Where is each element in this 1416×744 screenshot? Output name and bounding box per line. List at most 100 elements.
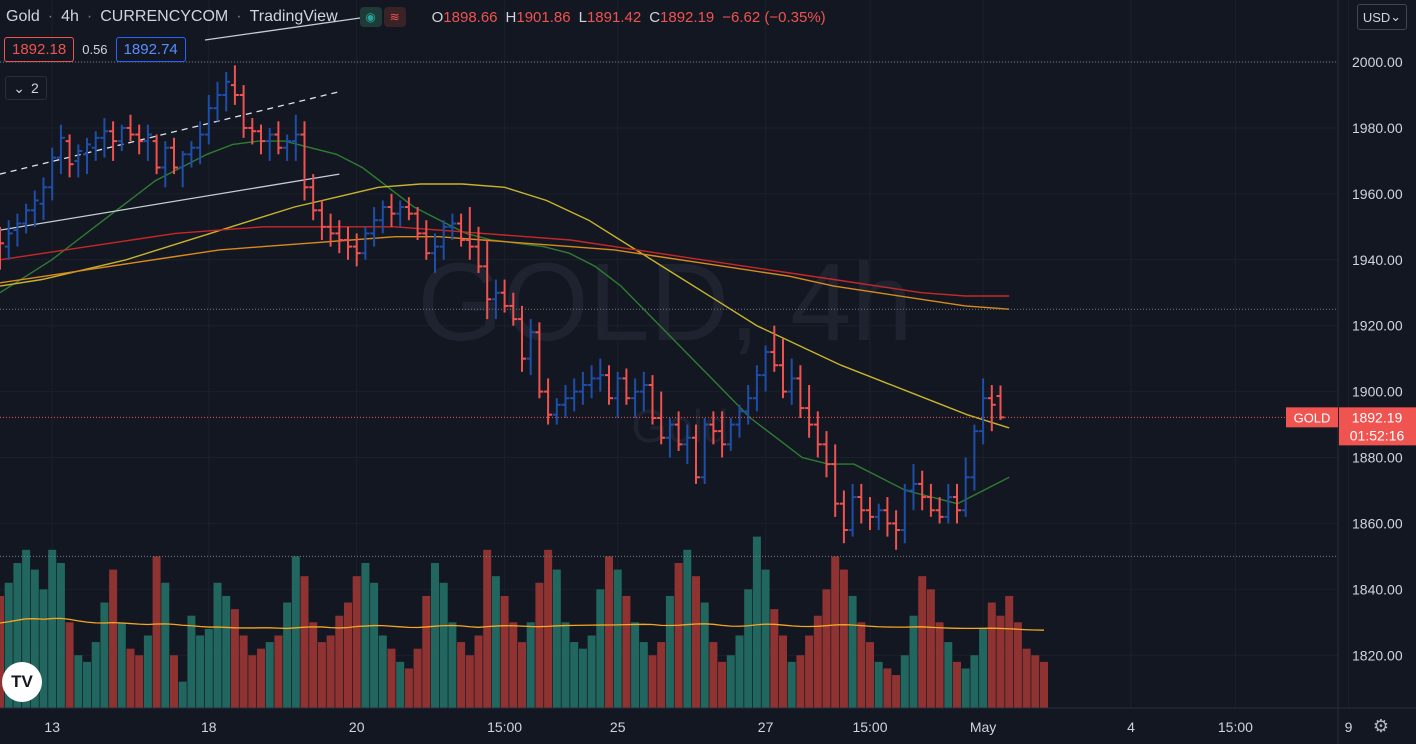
market-open-icon[interactable]: ◉ xyxy=(359,7,382,27)
bar-countdown: 01:52:16 xyxy=(1350,427,1405,443)
volume-bar xyxy=(439,582,448,708)
market-status[interactable]: ◉ ≋ xyxy=(359,7,406,27)
indicators-toggle-button[interactable]: ⌄ 2 xyxy=(5,76,47,100)
volume-bar xyxy=(152,556,161,708)
ma-line xyxy=(0,235,1010,310)
ohlc-bar xyxy=(787,358,796,405)
ohlc-bar xyxy=(570,378,579,412)
volume-bar xyxy=(700,602,709,708)
ohlc-bar xyxy=(13,213,22,247)
volume-bar xyxy=(431,562,439,708)
volume-bar xyxy=(953,661,961,708)
ohlc-bar xyxy=(639,371,648,412)
volume-bar xyxy=(509,622,518,708)
high-value: 1901.86 xyxy=(516,8,571,26)
sell-button[interactable]: 1892.18 xyxy=(4,37,75,62)
volume-bar xyxy=(222,595,231,708)
ohlc-bar xyxy=(370,207,379,247)
time-tick-label: 15:00 xyxy=(487,719,522,735)
ohlc-bar xyxy=(683,424,692,465)
price-axis[interactable]: 1820.00 1840.00 1860.00 1880.00 1900.00 1920.… xyxy=(1337,0,1403,744)
time-axis[interactable]: 13 18 20 15:00 25 27 15:00 May 4 15:00 9 xyxy=(0,707,1416,735)
ohlc-bar xyxy=(578,371,587,405)
ohlc-bar xyxy=(178,151,187,188)
volume-ma-line xyxy=(0,617,1045,631)
ohlc-bar xyxy=(83,137,91,175)
open-value: 1898.66 xyxy=(443,8,498,26)
volume-bar xyxy=(631,622,640,708)
ohlc-bar xyxy=(926,483,935,517)
volume-bar xyxy=(657,642,666,708)
interval-label[interactable]: 4h xyxy=(61,8,79,25)
volume-bar xyxy=(161,582,170,708)
volume-bar xyxy=(326,635,335,708)
volume-bar xyxy=(874,661,883,708)
ohlc-bar xyxy=(283,134,292,161)
volume-bar xyxy=(378,635,387,708)
gear-icon[interactable]: ⚙ xyxy=(1372,716,1390,736)
ohlc-bar xyxy=(535,322,544,399)
volume-bar xyxy=(570,642,579,708)
price-tick-label: 1980.00 xyxy=(1352,120,1403,136)
ohlc-bar xyxy=(317,200,326,240)
ohlc-bar xyxy=(857,483,866,524)
volume-bar xyxy=(178,681,187,708)
ohlc-bar xyxy=(474,226,483,273)
ohlc-bar xyxy=(953,483,961,524)
ohlc-bar xyxy=(109,121,118,161)
price-tick-label: 1840.00 xyxy=(1352,581,1403,597)
ohlc-bar xyxy=(709,411,718,445)
time-tick-label: 9 xyxy=(1345,719,1353,735)
exchange-label: CURRENCYCOM xyxy=(100,8,229,25)
volume-bar xyxy=(500,595,509,708)
ohlc-bar xyxy=(170,137,178,175)
ohlc-bar xyxy=(4,220,13,260)
buy-button[interactable]: 1892.74 xyxy=(115,37,186,62)
volume-bar xyxy=(605,556,613,708)
volume-bar xyxy=(709,642,718,708)
volume-bar xyxy=(900,655,909,708)
volume-bar xyxy=(283,602,292,708)
volume-bar xyxy=(48,549,57,708)
ohlc-bar xyxy=(135,124,144,155)
ohlc-bar xyxy=(257,124,265,155)
volume-bar xyxy=(578,648,587,708)
ohlc-bar xyxy=(335,220,344,254)
delayed-data-icon[interactable]: ≋ xyxy=(383,7,406,27)
ohlc-bar xyxy=(831,444,840,517)
volume-bar xyxy=(39,589,48,708)
tradingview-logo-icon[interactable]: TV xyxy=(2,662,42,702)
ma-line xyxy=(0,183,1010,429)
volume-bar xyxy=(987,602,996,708)
ohlc-bar xyxy=(344,226,352,260)
ohlc-bar xyxy=(631,378,640,418)
source-label: TradingView xyxy=(249,8,338,25)
currency-select[interactable]: USD ⌄ xyxy=(1357,4,1407,30)
volume-bar xyxy=(422,595,431,708)
price-tick-label: 1860.00 xyxy=(1352,515,1403,531)
ohlc-bar xyxy=(387,193,396,227)
ohlc-bar xyxy=(291,114,300,161)
volume-bar xyxy=(1005,595,1014,708)
ohlc-bar xyxy=(117,124,126,152)
volume-bar xyxy=(187,615,196,708)
volume-bar xyxy=(979,628,988,708)
open-label: O xyxy=(431,8,444,26)
ohlc-bar xyxy=(822,431,831,478)
volume-bar xyxy=(970,655,979,708)
time-tick-label: 4 xyxy=(1127,719,1135,735)
volume-bar xyxy=(117,622,126,708)
close-label: C xyxy=(649,8,661,26)
ohlc-bar xyxy=(979,378,988,445)
ohlc-bar xyxy=(918,470,927,511)
ohlc-bar xyxy=(796,365,805,418)
ohlc-bar xyxy=(161,141,170,188)
indicators-count: 2 xyxy=(30,80,39,96)
volume-bar xyxy=(135,655,144,708)
volume-bar xyxy=(483,549,492,708)
symbol-name[interactable]: Gold xyxy=(6,8,40,25)
ohlc-bar xyxy=(222,71,231,112)
volume-bar xyxy=(596,589,605,708)
ohlc-bar xyxy=(961,457,970,517)
